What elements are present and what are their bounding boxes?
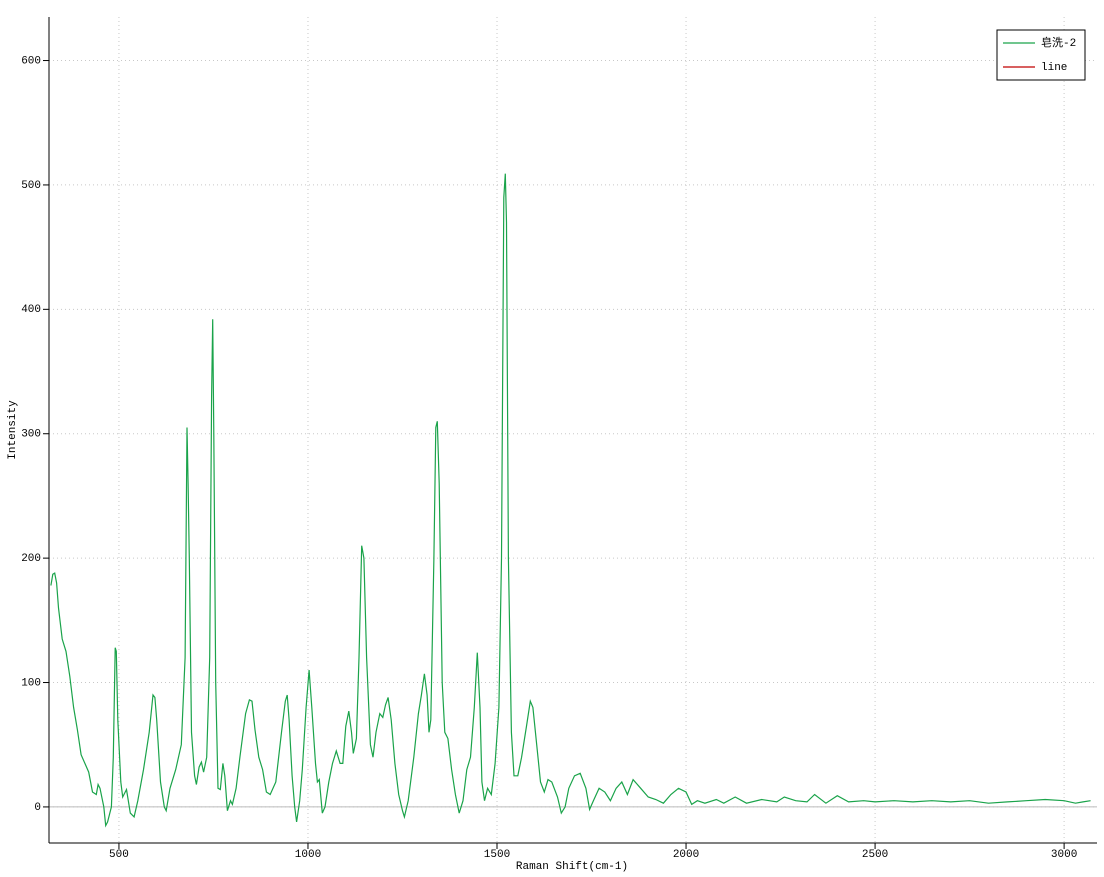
x-tick-label: 2000: [673, 849, 699, 861]
x-axis-label: Raman Shift(cm-1): [516, 861, 628, 873]
legend-label: 皂洗-2: [1041, 35, 1076, 50]
y-tick-label: 200: [21, 553, 41, 565]
y-tick-label: 400: [21, 304, 41, 316]
legend-box: [996, 29, 1086, 81]
legend-label: line: [1041, 62, 1067, 74]
y-tick-label: 600: [21, 55, 41, 67]
y-tick-label: 100: [21, 677, 41, 689]
y-tick-label: 500: [21, 180, 41, 192]
x-tick-label: 1500: [484, 849, 510, 861]
series-line: [50, 173, 1091, 828]
y-tick-label: 0: [34, 802, 41, 814]
x-tick-label: 2500: [862, 849, 888, 861]
x-tick-label: 500: [109, 849, 129, 861]
x-tick-label: 3000: [1051, 849, 1077, 861]
x-tick-label: 1000: [295, 849, 321, 861]
y-tick-label: 300: [21, 429, 41, 441]
legend: 皂洗-2 line: [996, 29, 1086, 81]
y-axis-label: Intensity: [7, 400, 19, 460]
